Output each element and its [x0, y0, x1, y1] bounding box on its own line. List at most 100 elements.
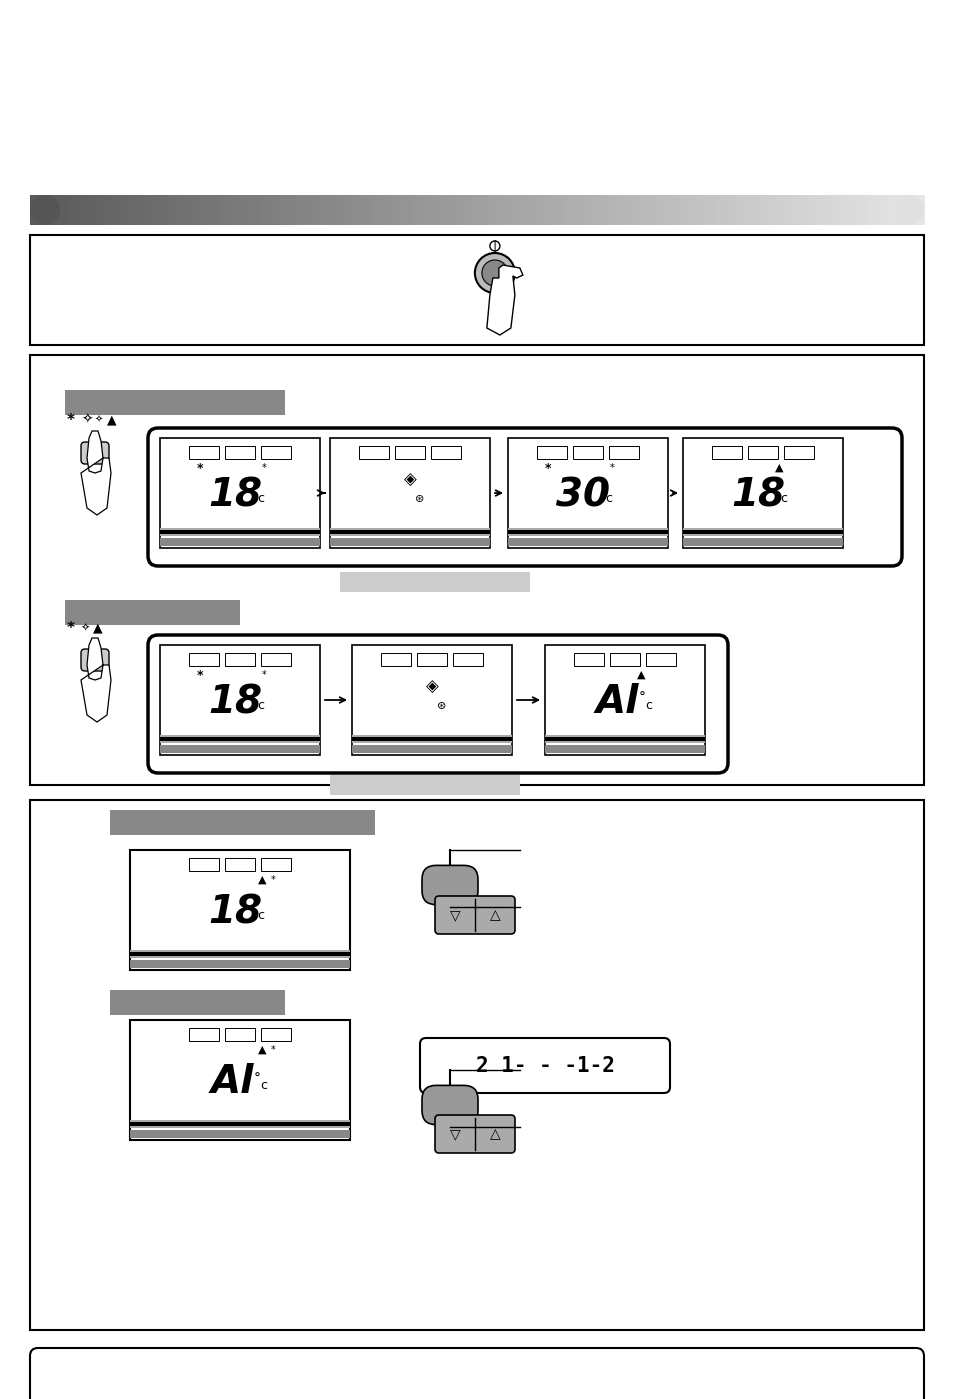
Bar [783, 446, 813, 459]
Bar [847, 194, 853, 225]
Bar [544, 734, 704, 743]
Bar [360, 194, 366, 225]
Text: °: ° [774, 484, 781, 498]
FancyBboxPatch shape [148, 428, 901, 567]
Bar [682, 194, 687, 225]
Bar [566, 194, 571, 225]
Text: ⊛: ⊛ [415, 494, 424, 504]
Bar [811, 194, 817, 225]
Bar [189, 653, 219, 666]
Bar [142, 194, 147, 225]
Bar [405, 194, 411, 225]
Bar [334, 194, 339, 225]
Bar [352, 746, 512, 753]
Text: Al: Al [210, 1063, 253, 1101]
Bar [646, 194, 652, 225]
Text: 18: 18 [208, 476, 262, 515]
Text: c: c [256, 909, 264, 922]
Bar [874, 194, 880, 225]
Bar [395, 446, 424, 459]
Bar [686, 194, 692, 225]
Bar [458, 194, 464, 225]
Bar [130, 851, 350, 970]
Bar [490, 194, 496, 225]
Text: △: △ [489, 1128, 499, 1142]
Bar [557, 194, 562, 225]
Bar [453, 653, 482, 666]
Bar [97, 194, 102, 225]
Bar [225, 1028, 254, 1041]
Bar [130, 1121, 350, 1128]
Bar [164, 194, 170, 225]
Bar [901, 194, 906, 225]
FancyBboxPatch shape [81, 442, 109, 464]
Bar [329, 194, 335, 225]
Bar [225, 653, 254, 666]
Bar [606, 194, 612, 225]
Bar [472, 194, 477, 225]
Text: 18: 18 [730, 476, 784, 515]
Bar [816, 194, 821, 225]
Bar [217, 194, 223, 225]
Bar [307, 194, 313, 225]
Bar [124, 194, 130, 225]
Text: 18: 18 [208, 894, 262, 932]
Bar [342, 194, 348, 225]
Bar [338, 194, 343, 225]
Bar [189, 858, 219, 872]
Text: *: * [196, 462, 203, 474]
FancyBboxPatch shape [148, 635, 727, 774]
Bar [130, 951, 350, 956]
Bar [468, 194, 473, 225]
Bar [355, 194, 361, 225]
Bar [789, 194, 795, 225]
Bar [561, 194, 567, 225]
Bar [378, 194, 384, 225]
Text: △: △ [489, 908, 499, 922]
Bar [280, 194, 286, 225]
Bar [160, 737, 319, 741]
Bar [609, 653, 639, 666]
Text: 30: 30 [556, 476, 609, 515]
Bar [601, 194, 607, 225]
Text: °: ° [639, 691, 645, 705]
Bar [508, 194, 514, 225]
Text: ▲: ▲ [774, 463, 782, 473]
Bar [257, 194, 263, 225]
Bar [325, 194, 330, 225]
Bar [48, 194, 53, 225]
Bar [821, 194, 826, 225]
Bar [463, 194, 469, 225]
Bar [262, 194, 268, 225]
Bar [842, 194, 848, 225]
Bar [476, 194, 482, 225]
Bar [736, 194, 740, 225]
Bar [726, 194, 732, 225]
Bar [771, 194, 777, 225]
Bar [638, 194, 642, 225]
Bar [30, 235, 923, 346]
Bar [718, 194, 723, 225]
Text: ▲: ▲ [636, 670, 644, 680]
Bar [539, 194, 544, 225]
Bar [261, 1028, 291, 1041]
Bar [909, 194, 915, 225]
Bar [330, 530, 490, 534]
Bar [521, 194, 527, 225]
Bar [887, 194, 893, 225]
Bar [352, 645, 512, 755]
Bar [423, 194, 429, 225]
Text: *: * [261, 463, 266, 473]
Text: ◈: ◈ [403, 471, 416, 488]
Text: ▲: ▲ [257, 874, 266, 886]
Bar [713, 194, 719, 225]
Text: ▲: ▲ [92, 621, 103, 635]
Bar [65, 390, 285, 416]
Bar [802, 194, 808, 225]
Bar [754, 194, 759, 225]
Bar [151, 194, 156, 225]
Bar [673, 194, 679, 225]
Bar [553, 194, 558, 225]
Text: *: * [67, 413, 75, 428]
Bar [44, 194, 49, 225]
